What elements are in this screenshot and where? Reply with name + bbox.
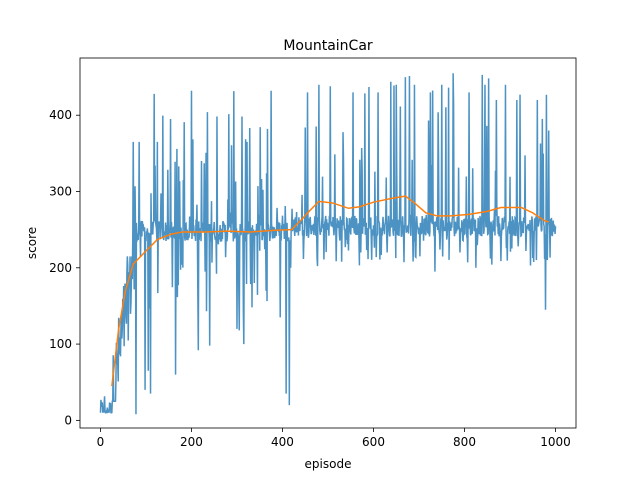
y-tick-label: 100	[49, 337, 72, 351]
series-line-smoothed-score	[111, 195, 549, 387]
y-tick-label: 400	[49, 108, 72, 122]
x-axis-label: episode	[305, 457, 352, 471]
y-tick-label: 0	[64, 413, 72, 427]
x-tick-label: 0	[97, 435, 105, 449]
x-tick-label: 600	[362, 435, 385, 449]
y-tick-label: 200	[49, 261, 72, 275]
y-axis-label: score	[25, 227, 39, 259]
x-tick-label: 1000	[540, 435, 571, 449]
plot-area	[99, 73, 557, 415]
chart-title: MountainCar	[283, 38, 373, 54]
series-line-raw-score	[99, 73, 557, 415]
x-tick-label: 800	[453, 435, 476, 449]
x-tick-label: 200	[180, 435, 203, 449]
y-tick-label: 300	[49, 185, 72, 199]
x-axis: 0 200 400 600 800 1000	[97, 428, 571, 449]
axes-frame	[79, 57, 577, 429]
y-axis: 0 100 200 300 400	[49, 108, 80, 427]
x-tick-label: 400	[271, 435, 294, 449]
